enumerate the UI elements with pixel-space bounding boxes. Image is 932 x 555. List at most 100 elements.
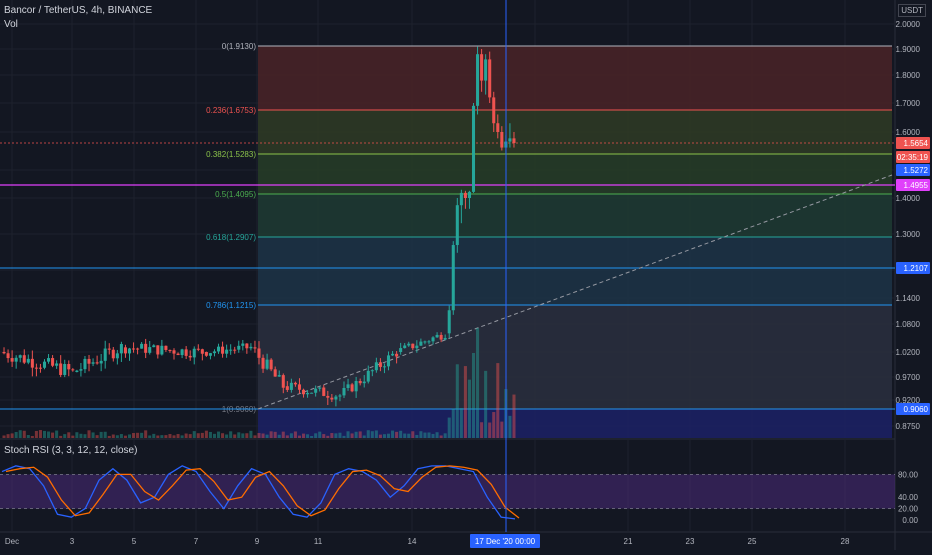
candle-body (217, 346, 221, 352)
volume-bar (476, 328, 480, 438)
volume-bar (176, 434, 180, 438)
volume-bar (500, 421, 504, 438)
price-tick-label: 1.9000 (896, 45, 921, 54)
volume-bar (156, 435, 160, 438)
volume-bar (63, 434, 67, 438)
volume-bar (237, 432, 241, 438)
candle-body (451, 245, 455, 311)
volume-bar (423, 432, 427, 438)
candle-body (378, 362, 382, 367)
candle-body (59, 363, 63, 375)
candle-body (140, 343, 144, 349)
candle-body (277, 375, 281, 377)
candle-body (6, 353, 10, 359)
price-badge-label: 0.9060 (904, 405, 929, 414)
trend-line[interactable] (257, 174, 893, 410)
volume-bar (463, 366, 467, 438)
fib-retracement[interactable]: 0(1.9130) 0.236(1.6753) 0.382(1.5283) 0.5(1… (206, 42, 892, 438)
candle-body (184, 349, 188, 356)
volume-bar (83, 434, 87, 438)
stoch-d-line (5, 465, 520, 519)
candle-body (306, 393, 310, 395)
candle-body (241, 343, 245, 346)
candle-body (403, 345, 407, 349)
volume-label[interactable]: Vol (4, 19, 18, 30)
candle-body (136, 348, 140, 350)
candle-body (87, 358, 91, 364)
stoch-tick-label: 0.00 (902, 516, 918, 525)
currency-badge[interactable]: USDT (898, 4, 926, 17)
price-axis[interactable]: 2.00001.90001.80001.70001.60001.30001.20… (896, 20, 921, 525)
candle-body (285, 386, 289, 390)
volume-bar (366, 430, 370, 438)
candle-body (132, 348, 136, 350)
fib-zone (258, 237, 892, 305)
time-tick-label: 7 (194, 537, 199, 546)
price-tick-label: 0.9700 (896, 373, 921, 382)
candle-body (467, 191, 471, 198)
volume-bar (10, 433, 14, 438)
candle-body (156, 345, 160, 355)
candle-body (221, 346, 225, 354)
candle-body (172, 350, 176, 354)
candle-body (47, 358, 51, 362)
price-badge-label: 1.4955 (904, 181, 929, 190)
volume-bar (334, 433, 338, 438)
volume-bar (310, 435, 314, 438)
volume-bar (212, 433, 217, 438)
volume-bar (127, 434, 132, 438)
stoch-band (0, 474, 895, 509)
volume-bar (443, 433, 447, 438)
candle-body (463, 192, 467, 198)
symbol-title[interactable]: Bancor / TetherUS, 4h, BINANCE (4, 5, 153, 16)
volume-bar (512, 394, 516, 438)
volume-bar (184, 433, 188, 438)
time-tick-label: 21 (624, 537, 633, 546)
volume-bar (403, 433, 407, 438)
volume-bar (467, 379, 471, 438)
time-axis[interactable]: Dec 3 5 7 9 11 14 21 23 25 28 17 Dec '20 00:00 (5, 534, 850, 548)
candle-body (253, 347, 257, 349)
volume-bar (306, 434, 310, 438)
fib-zone-extension (258, 409, 892, 438)
volume-bar (14, 431, 18, 438)
volume-bar (95, 435, 99, 438)
candle-body (395, 353, 399, 357)
candle-body (188, 355, 192, 358)
candle-body (164, 345, 168, 350)
candle-body (245, 343, 249, 349)
volume-bar (22, 430, 26, 438)
volume-bar (447, 417, 451, 438)
volume-bars (2, 328, 516, 438)
volume-bar (269, 431, 273, 438)
volume-bar (103, 431, 107, 438)
candle-body (386, 355, 391, 367)
volume-bar (407, 433, 411, 438)
candle-body (346, 384, 350, 388)
stoch-rsi-label[interactable]: Stoch RSI (3, 3, 12, 12, close) (4, 445, 138, 456)
stoch-rsi-lines (0, 465, 895, 520)
volume-bar (168, 434, 172, 438)
candle-body (492, 97, 496, 124)
price-tick-label: 2.0000 (896, 20, 921, 29)
candle-body (18, 355, 22, 358)
volume-bar (354, 431, 358, 438)
candle-body (411, 343, 415, 349)
candle-body (200, 349, 204, 354)
candle-body (314, 388, 318, 393)
volume-bar (293, 431, 297, 438)
candle-body (75, 370, 79, 372)
candle-body (168, 349, 172, 351)
volume-bar (378, 434, 382, 438)
volume-bar (245, 433, 249, 438)
price-tick-label: 1.3000 (896, 230, 921, 239)
candle-body (55, 363, 59, 366)
volume-bar (196, 433, 200, 438)
volume-bar (119, 434, 123, 438)
horizontal-lines[interactable] (0, 142, 895, 410)
candle-body (471, 105, 476, 192)
volume-bar (200, 432, 204, 438)
time-tick-label: 14 (408, 537, 417, 546)
